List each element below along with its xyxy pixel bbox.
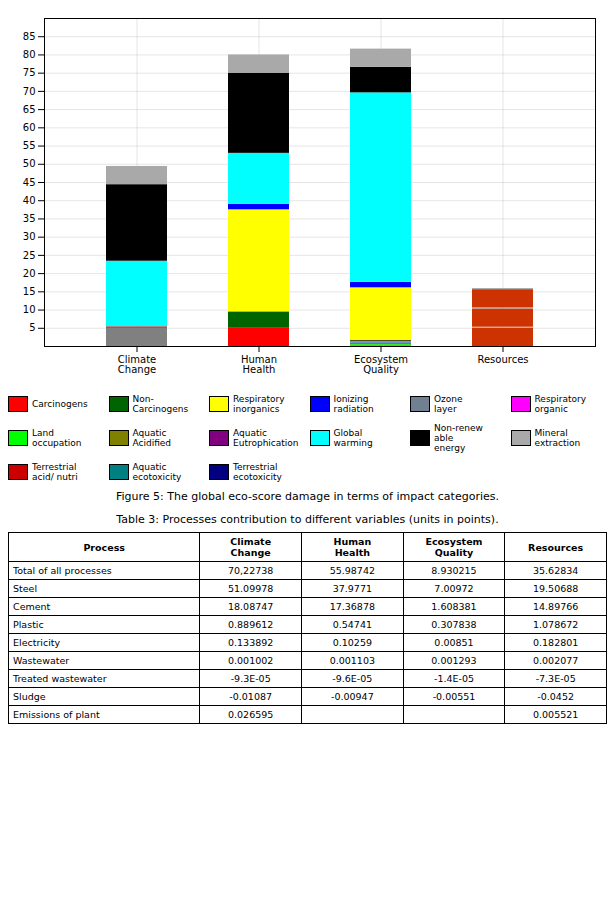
svg-text:25: 25 <box>23 250 36 261</box>
svg-text:85: 85 <box>23 31 36 42</box>
html-text:Aquatic ecotoxicity: Aquatic ecotoxicity <box>132 461 182 483</box>
html-text:Ionizing radiation: Ionizing radiation <box>333 394 374 415</box>
svg-text:Resources: Resources <box>477 354 528 365</box>
html-text:Aquatic Acidified: Aquatic Acidified <box>132 427 172 449</box>
html-text:Treated wastewater: Treated wastewater <box>13 673 107 685</box>
html-text:Non-renew able energy: Non-renew able energy <box>434 422 483 454</box>
html-text:-0.0452: -0.0452 <box>537 691 574 703</box>
html-text:0.026595: 0.026595 <box>228 709 274 721</box>
html-text:Emissions of plant: Emissions of plant <box>13 709 100 721</box>
html-text:Global warming: Global warming <box>333 427 373 449</box>
html-text:-0.00947: -0.00947 <box>331 691 374 703</box>
html-text:0.001293: 0.001293 <box>431 655 477 667</box>
html-text:1.078672: 1.078672 <box>533 619 579 631</box>
svg-text:EcosystemQuality: EcosystemQuality <box>354 354 408 375</box>
html-text:19.50688: 19.50688 <box>533 583 579 595</box>
svg-text:30: 30 <box>23 231 36 242</box>
svg-text:75: 75 <box>23 67 36 78</box>
svg-text:HumanHealth: HumanHealth <box>241 354 277 375</box>
svg-text:10: 10 <box>23 304 36 315</box>
html-text:55.98742: 55.98742 <box>329 565 375 577</box>
html-text:Table 3: Processes contributio: Table 3: Processes contribution to diffe… <box>116 513 499 527</box>
html-text:-9.3E-05: -9.3E-05 <box>230 673 271 685</box>
svg-text:70: 70 <box>23 86 36 97</box>
html-text:Ozone layer: Ozone layer <box>434 394 463 415</box>
svg-text:50: 50 <box>23 158 36 169</box>
html-text:7.00972: 7.00972 <box>434 583 474 595</box>
html-text:Sludge: Sludge <box>13 691 46 703</box>
svg-text:ClimateChange: ClimateChange <box>118 354 156 375</box>
html-text:Ecosystem Quality: Ecosystem Quality <box>425 536 483 559</box>
html-text:0.54741: 0.54741 <box>332 619 372 631</box>
html-text:Cement: Cement <box>13 601 51 613</box>
html-text:51.09978: 51.09978 <box>228 583 274 595</box>
html-text:Steel: Steel <box>13 583 38 595</box>
html-text:-9.6E-05: -9.6E-05 <box>332 673 373 685</box>
svg-text:80: 80 <box>23 49 36 60</box>
html-text:Respiratory inorganics: Respiratory inorganics <box>233 394 285 415</box>
html-text:70,22738: 70,22738 <box>228 565 274 577</box>
svg-text:45: 45 <box>23 177 36 188</box>
html-text:Figure 5: The global eco-score: Figure 5: The global eco-score damage in… <box>116 490 499 504</box>
html-text:Land occupation: Land occupation <box>32 427 82 449</box>
html-text:0.10259: 0.10259 <box>332 637 372 649</box>
svg-text:65: 65 <box>23 104 36 115</box>
html-text:Total of all processes: Total of all processes <box>13 565 112 577</box>
html-text:Plastic: Plastic <box>13 619 44 631</box>
html-text:0.001103: 0.001103 <box>329 655 375 667</box>
html-text:Resources: Resources <box>528 541 584 553</box>
svg-text:15: 15 <box>23 286 36 297</box>
html-text:-1.4E-05: -1.4E-05 <box>434 673 474 685</box>
html-text:17.36878: 17.36878 <box>329 601 375 613</box>
html-text:8.930215: 8.930215 <box>431 565 477 577</box>
html-text:-0.00551: -0.00551 <box>432 691 476 703</box>
svg-text:40: 40 <box>23 195 36 206</box>
html-text:Electricity: Electricity <box>13 637 61 649</box>
svg-text:35: 35 <box>23 213 36 224</box>
html-text:Human Health: Human Health <box>333 536 372 559</box>
svg-text:20: 20 <box>23 268 36 279</box>
svg-text:5: 5 <box>29 322 35 333</box>
html-text:Wastewater: Wastewater <box>13 655 70 667</box>
svg-text:60: 60 <box>23 122 36 133</box>
html-text:-7.3E-05: -7.3E-05 <box>535 673 576 685</box>
svg-text:55: 55 <box>23 140 36 151</box>
html-text:0.00851: 0.00851 <box>434 637 474 649</box>
html-text:35.62834: 35.62834 <box>533 565 579 577</box>
html-text:1.608381: 1.608381 <box>431 601 477 613</box>
html-text:Respiratory organic: Respiratory organic <box>534 394 587 415</box>
html-text:0.133892: 0.133892 <box>228 637 274 649</box>
html-text:Mineral extraction: Mineral extraction <box>534 427 581 449</box>
html-text:-0.01087: -0.01087 <box>229 691 272 703</box>
html-text:Terrestrial acid/ nutri: Terrestrial acid/ nutri <box>32 461 78 483</box>
html-text:18.08747: 18.08747 <box>228 601 274 613</box>
html-text:Carcinogens: Carcinogens <box>32 399 88 410</box>
html-text:0.307838: 0.307838 <box>431 619 477 631</box>
html-text:0.001002: 0.001002 <box>228 655 274 667</box>
html-text:Aquatic Eutrophication: Aquatic Eutrophication <box>233 427 299 449</box>
html-text:Terrestrial ecotoxicity: Terrestrial ecotoxicity <box>233 461 282 483</box>
html-text:Climate Change: Climate Change <box>230 536 272 559</box>
html-text:14.89766: 14.89766 <box>533 601 579 613</box>
html-text:Non-Carcinogens: Non-Carcinogens <box>132 394 189 415</box>
html-text:37.9771: 37.9771 <box>332 583 372 595</box>
html-text:0.005521: 0.005521 <box>533 709 579 721</box>
html-text:0.182801: 0.182801 <box>533 637 579 649</box>
html-text:0.002077: 0.002077 <box>533 655 579 667</box>
html-text:Process: Process <box>83 541 125 553</box>
html-text:0.889612: 0.889612 <box>228 619 274 631</box>
